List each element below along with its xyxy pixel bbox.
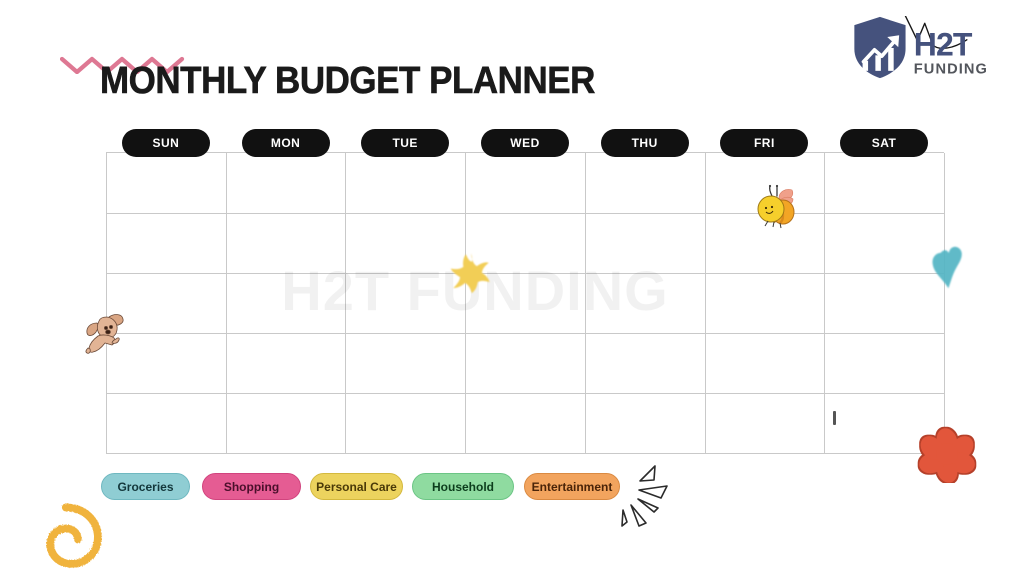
svg-text:FUNDING: FUNDING: [914, 62, 988, 78]
svg-text:H2T: H2T: [914, 26, 973, 62]
